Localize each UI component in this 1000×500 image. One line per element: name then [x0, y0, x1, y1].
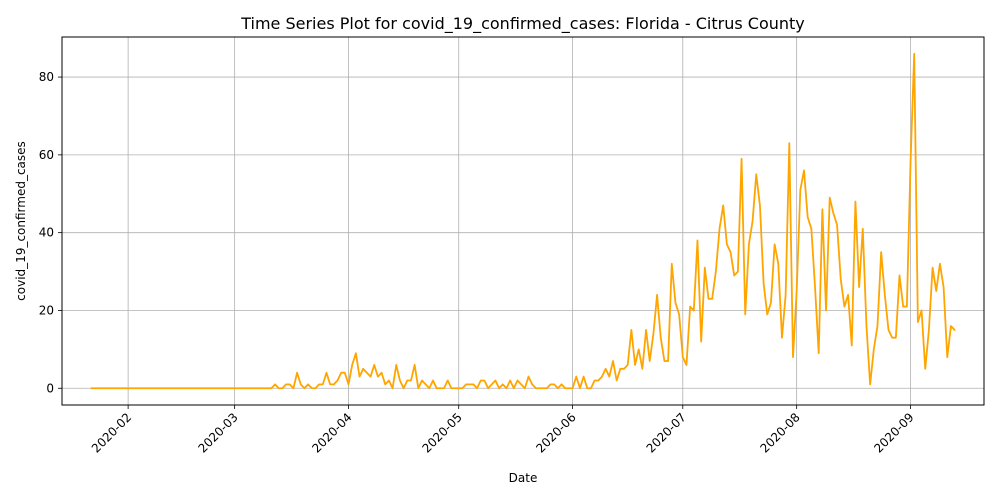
y-tick-label: 80 [39, 70, 54, 84]
x-axis-title: Date [509, 471, 538, 485]
y-axis-title: covid_19_confirmed_cases [14, 141, 28, 301]
y-tick-label: 40 [39, 226, 54, 240]
y-tick-label: 60 [39, 148, 54, 162]
data-line-layer [90, 52, 956, 390]
plot-area-frame [61, 36, 985, 406]
series-line [90, 52, 956, 390]
grid-lines [62, 37, 984, 405]
y-axis: 0 20 40 60 80 [39, 70, 62, 395]
chart-title: Time Series Plot for covid_19_confirmed_… [240, 14, 805, 34]
y-tick-label: 20 [39, 303, 54, 317]
y-tick-label: 0 [46, 381, 54, 395]
